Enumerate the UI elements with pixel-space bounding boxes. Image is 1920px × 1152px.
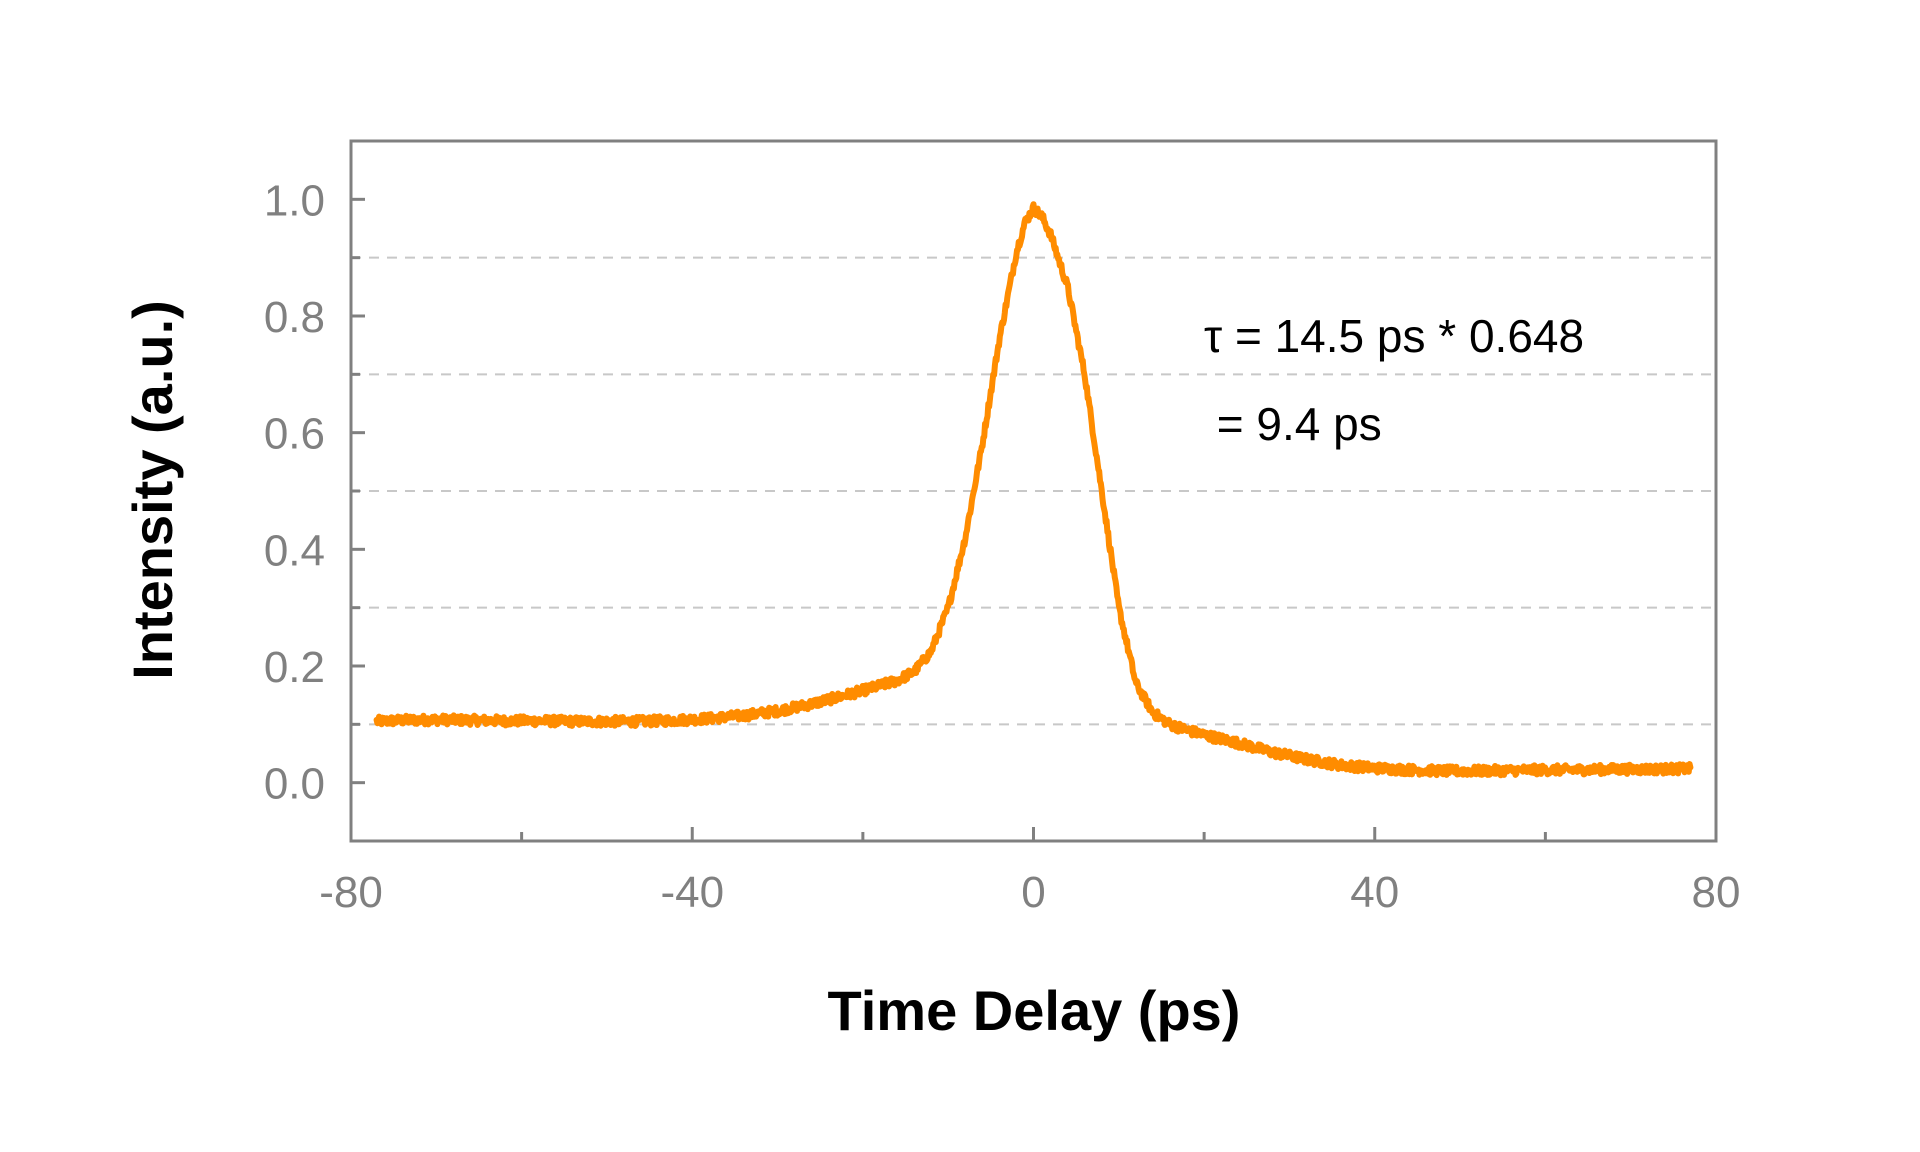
x-axis-title: Time Delay (ps) bbox=[828, 979, 1241, 1042]
intensity-series-line bbox=[373, 201, 1694, 779]
x-tick-label: 80 bbox=[1692, 868, 1741, 917]
y-tick-label: 0.2 bbox=[264, 643, 325, 692]
y-tick-label: 0.8 bbox=[264, 293, 325, 342]
grid-layer bbox=[351, 256, 1716, 726]
annotation-tau: τ = 14.5 ps * 0.648 bbox=[1204, 310, 1584, 362]
y-tick-label: 0.6 bbox=[264, 410, 325, 459]
x-tick-label: 0 bbox=[1021, 868, 1045, 917]
x-tick-label: 40 bbox=[1350, 868, 1399, 917]
x-tick-label: -80 bbox=[319, 868, 383, 917]
y-tick-label: 0.0 bbox=[264, 760, 325, 809]
y-axis-title: Intensity (a.u.) bbox=[121, 300, 184, 680]
label-layer: -80 -40 0 40 80 0.0 0.2 0.4 0.6 0.8 1.0 bbox=[264, 176, 1741, 917]
y-tick-label: 0.4 bbox=[264, 526, 325, 575]
series-layer bbox=[373, 201, 1694, 779]
tick-layer bbox=[349, 197, 1718, 841]
y-tick-label: 1.0 bbox=[264, 176, 325, 225]
annotation-result: = 9.4 ps bbox=[1204, 398, 1382, 450]
x-tick-label: -40 bbox=[660, 868, 724, 917]
